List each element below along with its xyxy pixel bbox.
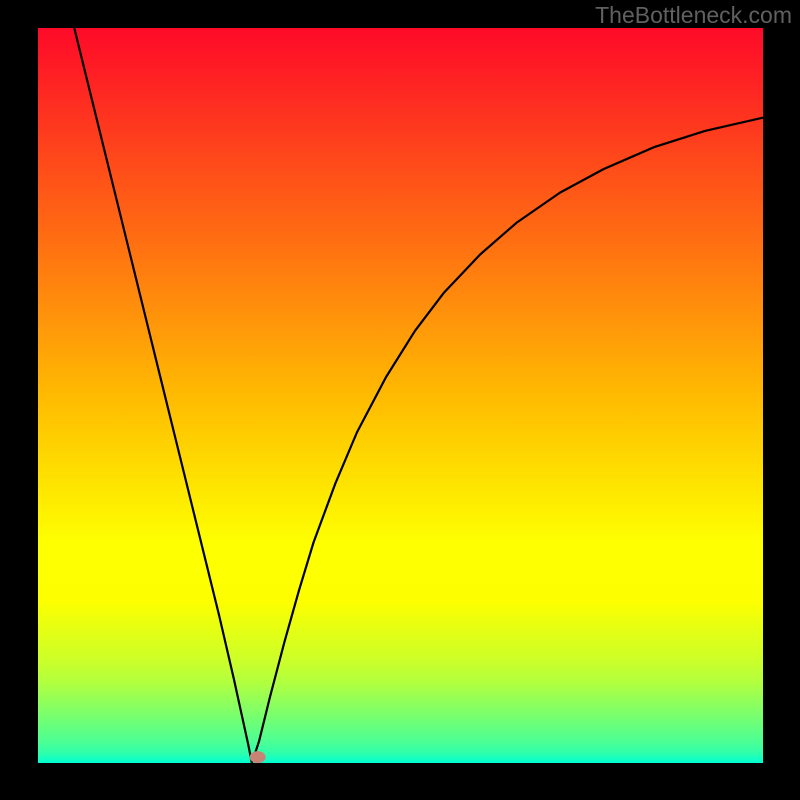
watermark-text: TheBottleneck.com: [595, 2, 792, 29]
optimum-marker: [250, 751, 266, 763]
plot-background: [38, 28, 763, 763]
chart-container: TheBottleneck.com: [0, 0, 800, 800]
bottleneck-curve-chart: [0, 0, 800, 800]
